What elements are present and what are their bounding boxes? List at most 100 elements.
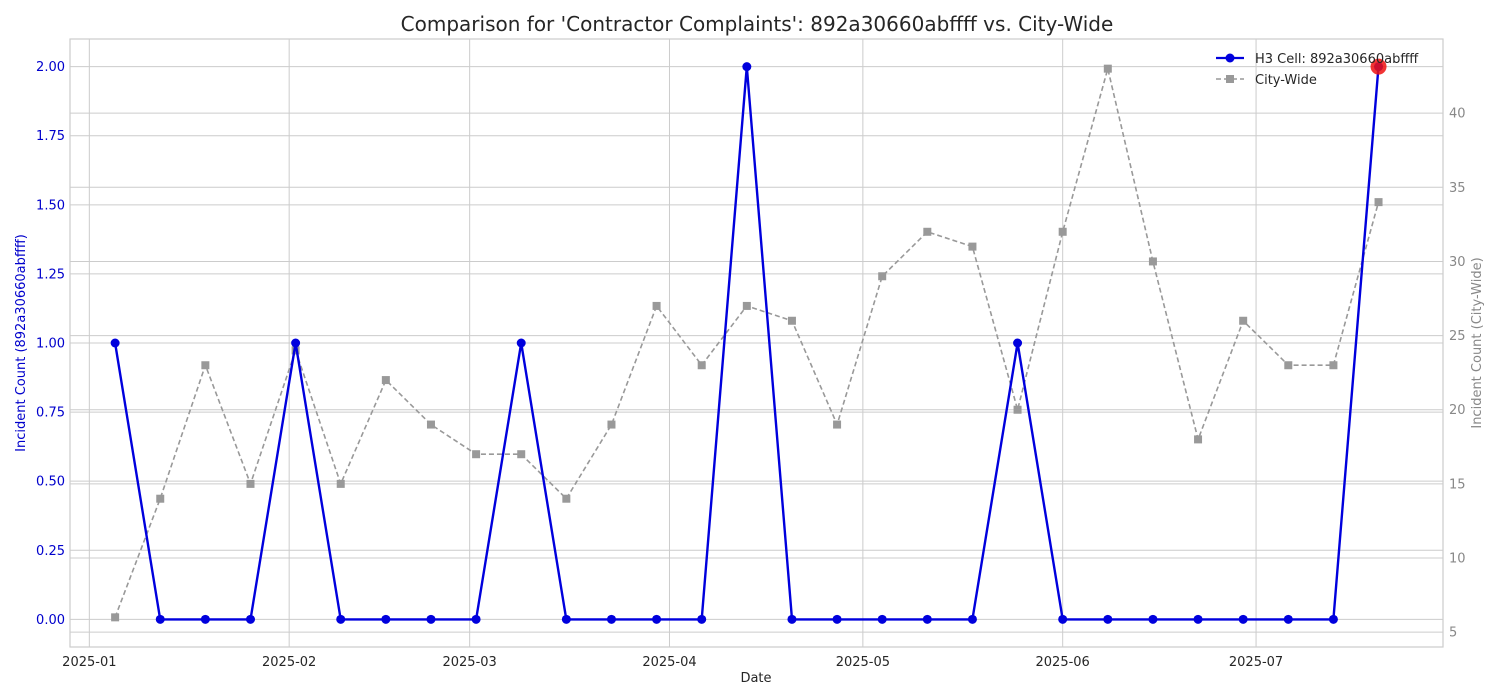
- h3-cell-point: [606, 614, 616, 624]
- citywide-point: [607, 420, 616, 429]
- legend-marker-citywide: [1226, 75, 1234, 83]
- citywide-point: [517, 450, 526, 459]
- h3-cell-point: [652, 614, 662, 624]
- right-y-tick-label: 30: [1449, 255, 1466, 270]
- x-tick-label: 2025-03: [442, 655, 496, 670]
- h3-cell-point: [516, 338, 526, 348]
- citywide-point: [833, 420, 842, 429]
- citywide-point: [111, 613, 120, 622]
- left-y-tick-label: 1.50: [36, 198, 65, 213]
- legend: H3 Cell: 892a30660abffff City-Wide: [1216, 52, 1419, 88]
- citywide-point: [156, 494, 165, 503]
- right-y-tick-label: 10: [1449, 552, 1466, 567]
- h3-cell-point: [1283, 614, 1293, 624]
- h3-cell-point: [381, 614, 391, 624]
- legend-label-h3: H3 Cell: 892a30660abffff: [1255, 52, 1419, 67]
- x-tick-label: 2025-02: [262, 655, 316, 670]
- series-layer: [110, 58, 1387, 624]
- h3-cell-point: [1328, 614, 1338, 624]
- h3-cell-point: [336, 614, 346, 624]
- h3-cell-point: [110, 338, 120, 348]
- series-citywide: [111, 64, 1383, 622]
- left-y-axis-label: Incident Count (892a30660abffff): [14, 234, 29, 452]
- h3-cell-point: [967, 614, 977, 624]
- h3-cell-point: [291, 338, 301, 348]
- left-y-tick-label: 0.75: [36, 406, 65, 421]
- h3-cell-point: [1193, 614, 1203, 624]
- right-y-axis-ticks: 5 10 15 20 25 30 35 40: [1449, 107, 1466, 641]
- h3-cell-point: [1013, 338, 1023, 348]
- right-y-tick-label: 25: [1449, 329, 1466, 344]
- plot-frame: [69, 38, 1444, 648]
- h3-cell-point: [1103, 614, 1113, 624]
- right-y-tick-label: 15: [1449, 477, 1466, 492]
- x-tick-label: 2025-04: [642, 655, 696, 670]
- h3-cell-point: [877, 614, 887, 624]
- citywide-point: [1194, 435, 1203, 444]
- citywide-point: [1374, 198, 1383, 207]
- citywide-point: [426, 420, 435, 429]
- citywide-point: [742, 301, 751, 310]
- x-tick-label: 2025-05: [836, 655, 890, 670]
- citywide-point: [968, 242, 977, 251]
- left-y-tick-label: 0.50: [36, 475, 65, 490]
- h3-cell-point: [787, 614, 797, 624]
- x-tick-label: 2025-07: [1229, 655, 1283, 670]
- citywide-point: [1013, 405, 1022, 414]
- legend-label-citywide: City-Wide: [1255, 73, 1317, 88]
- citywide-point: [652, 301, 661, 310]
- right-y-tick-label: 5: [1449, 626, 1457, 641]
- citywide-point: [697, 361, 706, 370]
- citywide-point: [923, 227, 932, 236]
- x-tick-label: 2025-01: [62, 655, 116, 670]
- citywide-point: [1329, 361, 1338, 370]
- citywide-point: [201, 361, 210, 370]
- x-tick-label: 2025-06: [1036, 655, 1090, 670]
- left-y-tick-label: 1.25: [36, 267, 65, 282]
- left-y-tick-label: 2.00: [36, 60, 65, 75]
- legend-marker-h3: [1225, 53, 1235, 63]
- h3-cell-point: [1148, 614, 1158, 624]
- h3-cell-point: [155, 614, 165, 624]
- h3-cell-point: [426, 614, 436, 624]
- citywide-point: [1148, 257, 1157, 266]
- citywide-point: [562, 494, 571, 503]
- chart-title: Comparison for 'Contractor Complaints': …: [401, 12, 1114, 36]
- left-y-axis-ticks: 0.00 0.25 0.50 0.75 1.00 1.25 1.50 1.75 2.00: [36, 60, 65, 628]
- citywide-point: [878, 272, 887, 281]
- left-y-tick-label: 1.75: [36, 129, 65, 144]
- grid-lines: [70, 39, 1443, 647]
- h3-cell-point: [1058, 614, 1068, 624]
- right-y-tick-label: 35: [1449, 181, 1466, 196]
- h3-cell-point: [697, 614, 707, 624]
- series-h3-cell: [110, 62, 1384, 624]
- h3-cell-point: [471, 614, 481, 624]
- h3-cell-point: [561, 614, 571, 624]
- h3-cell-point: [1238, 614, 1248, 624]
- h3-cell-point: [742, 62, 752, 72]
- citywide-point: [1103, 64, 1112, 73]
- h3-cell-point: [922, 614, 932, 624]
- citywide-point: [246, 479, 255, 488]
- right-y-tick-label: 40: [1449, 107, 1466, 122]
- x-axis-label: Date: [740, 671, 771, 686]
- citywide-point: [1058, 227, 1067, 236]
- citywide-point: [381, 376, 390, 385]
- h3-cell-point: [200, 614, 210, 624]
- right-y-axis-label: Incident Count (City-Wide): [1470, 257, 1485, 428]
- left-y-tick-label: 0.25: [36, 544, 65, 559]
- citywide-point: [336, 479, 345, 488]
- x-axis-ticks: 2025-01 2025-02 2025-03 2025-04 2025-05 2025-…: [62, 655, 1283, 670]
- citywide-point: [1284, 361, 1293, 370]
- left-y-tick-label: 1.00: [36, 337, 65, 352]
- citywide-point: [787, 316, 796, 325]
- citywide-point: [1239, 316, 1248, 325]
- left-y-tick-label: 0.00: [36, 613, 65, 628]
- citywide-point: [472, 450, 481, 459]
- h3-cell-point: [832, 614, 842, 624]
- h3-cell-point: [245, 614, 255, 624]
- highlight-point: [1370, 58, 1387, 75]
- right-y-tick-label: 20: [1449, 403, 1466, 418]
